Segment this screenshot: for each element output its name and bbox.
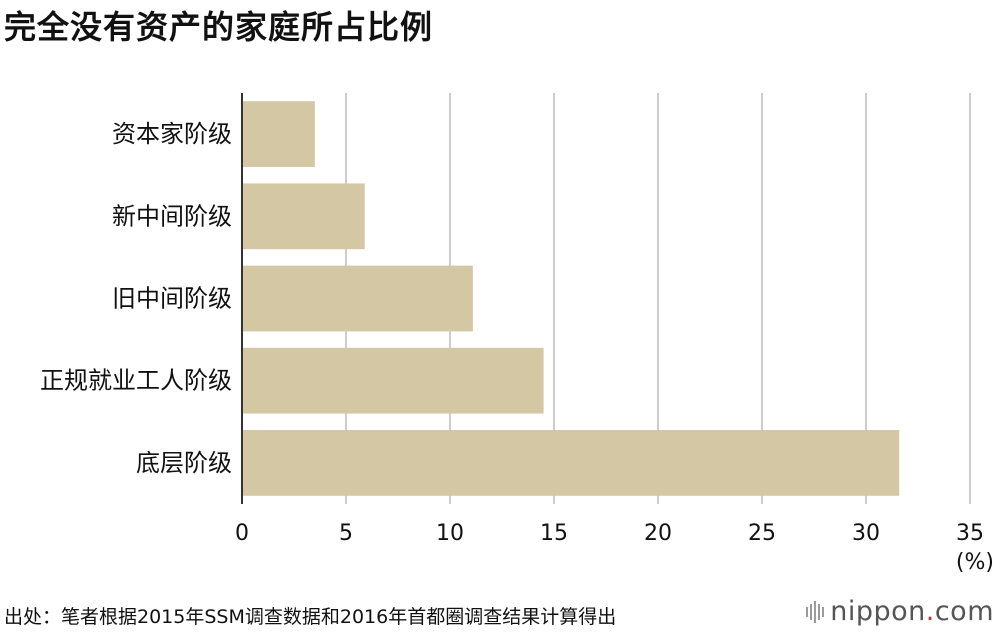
category-label: 资本家阶级 (112, 120, 232, 148)
brand-name: nippon (830, 596, 926, 627)
x-tick-label: 25 (748, 521, 776, 546)
brand-dot: . (925, 596, 935, 627)
bar (242, 347, 544, 414)
bar (242, 101, 315, 167)
chart-title: 完全没有资产的家庭所占比例 (4, 8, 434, 46)
category-label: 正规就业工人阶级 (40, 367, 232, 395)
source-note: 出处：笔者根据2015年SSM调查数据和2016年首都圈调查结果计算得出 (4, 606, 617, 628)
bar (242, 430, 900, 496)
brand-logo: nippon.com (806, 596, 994, 627)
x-tick-label: 15 (540, 521, 568, 546)
brand-mark-icon (806, 599, 825, 625)
bar (242, 183, 365, 250)
brand-text: nippon.com (830, 596, 994, 627)
unit-label: (%) (955, 550, 994, 575)
x-tick-label: 35 (956, 521, 984, 546)
x-tick-label: 10 (436, 521, 464, 546)
x-tick-label: 30 (852, 521, 880, 546)
x-tick-label: 5 (339, 521, 353, 546)
category-label: 底层阶级 (136, 449, 232, 477)
category-label: 旧中间阶级 (112, 285, 232, 313)
x-tick-label: 20 (644, 521, 672, 546)
tick-labels: 0 5 10 15 20 25 30 35 (235, 521, 984, 546)
bars (242, 101, 900, 496)
x-tick-label: 0 (235, 521, 249, 546)
category-label: 新中间阶级 (112, 202, 232, 230)
bar (242, 265, 473, 332)
brand-tld: com (934, 596, 994, 627)
